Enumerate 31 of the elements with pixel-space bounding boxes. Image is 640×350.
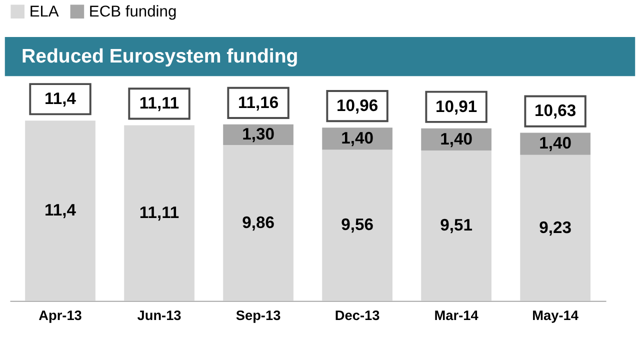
x-tick-label: Mar-14 <box>434 308 479 323</box>
data-label: 1,30 <box>242 124 274 144</box>
total-label: 11,4 <box>44 89 77 108</box>
x-tick-label: Apr-13 <box>38 308 82 323</box>
data-label: 9,23 <box>539 218 572 237</box>
data-label: 1,40 <box>440 129 472 148</box>
bar <box>223 144 294 301</box>
x-tick-label: Dec-13 <box>334 308 380 323</box>
data-label: 9,86 <box>242 212 274 232</box>
legend-label: ECB funding <box>88 3 177 20</box>
data-label: 11,11 <box>139 202 180 222</box>
bar <box>25 120 96 301</box>
bar <box>520 154 590 301</box>
data-label: 1,40 <box>341 128 374 148</box>
x-tick-label: Jun-13 <box>137 308 182 323</box>
total-label: 11,16 <box>238 92 279 112</box>
total-label: 10,63 <box>534 101 576 120</box>
total-label: 10,96 <box>336 96 378 115</box>
x-tick-label: Sep-13 <box>236 308 282 323</box>
bar <box>124 125 194 301</box>
bar <box>322 150 392 301</box>
legend-label: ELA <box>29 3 60 20</box>
total-label: 10,91 <box>436 96 478 116</box>
total-label: 11,11 <box>139 94 180 113</box>
data-label: 1,40 <box>539 134 572 153</box>
bar <box>421 150 492 301</box>
data-label: 9,56 <box>341 215 374 234</box>
data-label: 9,51 <box>440 216 472 235</box>
x-tick-label: May-14 <box>532 308 579 323</box>
data-label: 11,4 <box>44 200 77 220</box>
chart-title: Reduced Eurosystem funding <box>21 45 298 68</box>
